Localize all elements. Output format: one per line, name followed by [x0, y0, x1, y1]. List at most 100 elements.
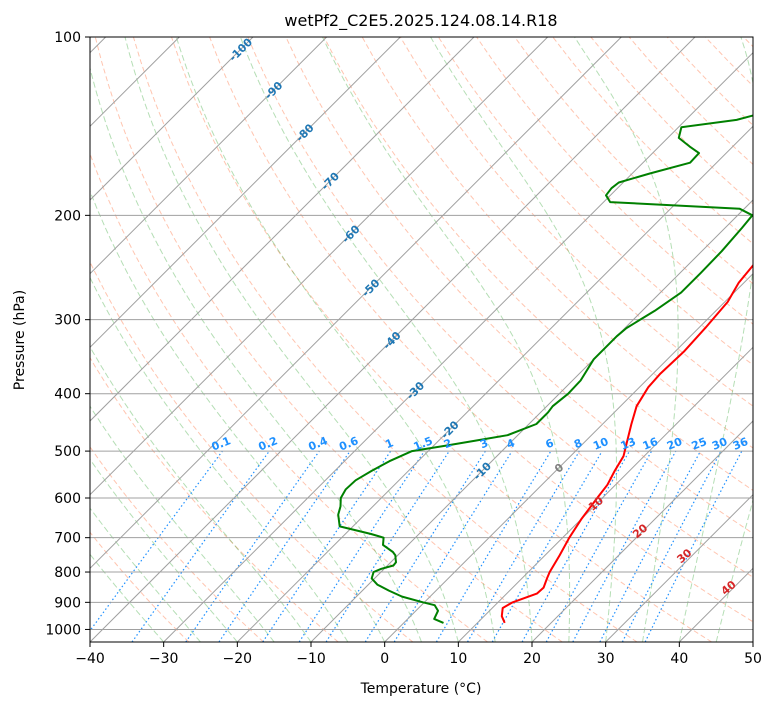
isotherm-line — [90, 37, 696, 642]
dry-adiabat — [399, 37, 753, 407]
dry-adiabats — [90, 37, 753, 642]
dry-adiabat — [90, 356, 339, 642]
moist-adiabat — [678, 37, 753, 642]
dry-adiabat — [437, 37, 753, 366]
moist-adiabat — [322, 37, 571, 642]
isotherm-line — [531, 420, 753, 642]
moist-adiabat — [574, 37, 679, 642]
y-tick-label: 1000 — [45, 622, 81, 638]
mixing-ratio-line — [298, 450, 425, 642]
chart-title: wetPf2_C2E5.2025.124.08.14.R18 — [284, 11, 557, 31]
moist-adiabat — [90, 276, 349, 642]
mixing-ratio-line — [218, 450, 351, 642]
mixing-ratio-label: 25 — [690, 435, 709, 453]
x-tick-label: 20 — [523, 651, 541, 667]
mixing-ratio-label: 1 — [383, 436, 395, 451]
mixing-ratio-line — [262, 450, 392, 642]
dry-adiabat — [90, 531, 190, 642]
x-tick-label: 10 — [449, 651, 467, 667]
series-line-green — [337, 114, 753, 624]
isotherm-line — [90, 37, 401, 349]
mixing-ratio-label: 8 — [572, 436, 584, 451]
x-axis-label: Temperature (°C) — [360, 681, 482, 697]
dry-adiabat — [361, 37, 753, 449]
isotherm-line — [90, 37, 549, 496]
moist-adiabat — [430, 37, 617, 642]
mixing-ratio-line — [131, 450, 270, 642]
isotherm-line — [605, 493, 753, 642]
dry-adiabat — [209, 37, 753, 623]
dry-adiabat — [90, 446, 264, 642]
moist-adiabat — [90, 405, 275, 642]
moist-adiabat — [175, 37, 496, 642]
mixing-ratio-line — [393, 450, 513, 642]
moist-adiabat — [239, 37, 533, 642]
mixing-ratio-label: 30 — [710, 435, 729, 453]
mixing-ratio-line — [521, 450, 631, 642]
mixing-ratio-label: 20 — [665, 435, 684, 453]
y-tick-label: 400 — [54, 387, 81, 403]
mixing-ratio-line — [572, 450, 677, 642]
mixing-ratio-label: 10 — [591, 435, 610, 453]
y-tick-label: 700 — [54, 531, 81, 547]
y-axis-ticks: 100 200 300 400 500 600 700 800 900 1000 — [45, 30, 90, 638]
mixing-ratio-line — [325, 450, 450, 642]
isotherm-line — [457, 346, 753, 642]
mixing-ratio-label: 13 — [619, 435, 638, 453]
y-tick-label: 900 — [54, 595, 81, 611]
dry-adiabat — [247, 37, 753, 578]
moist-adiabat — [90, 65, 422, 642]
moist-adiabat — [90, 507, 201, 642]
x-tick-label: 50 — [744, 651, 762, 667]
mixing-ratio-label: 16 — [641, 435, 660, 453]
x-tick-label: 30 — [597, 651, 615, 667]
y-tick-label: 300 — [54, 313, 81, 329]
dry-adiabat — [171, 37, 712, 642]
isotherm-line — [90, 37, 622, 570]
dry-adiabat — [323, 37, 753, 491]
y-tick-label: 600 — [54, 491, 81, 507]
mixing-ratio-line — [644, 450, 743, 642]
dry-adiabat — [514, 37, 753, 285]
moist-adiabat — [90, 458, 238, 642]
x-tick-label: 0 — [380, 651, 389, 667]
mixing-ratio-line — [90, 450, 223, 632]
mixing-ratio-lines — [90, 450, 743, 642]
moist-adiabat — [90, 345, 312, 642]
x-tick-label: 40 — [670, 651, 688, 667]
mixing-ratio-label: 3 — [478, 436, 490, 451]
mixing-ratio-label: 2 — [442, 436, 454, 451]
x-tick-label: −40 — [75, 651, 105, 667]
moist-adiabat — [124, 37, 459, 642]
plot-frame — [89, 36, 754, 643]
x-tick-label: −10 — [296, 651, 326, 667]
dry-adiabat — [90, 152, 488, 642]
dry-adiabat — [285, 37, 753, 535]
mixing-ratio-line — [185, 450, 320, 642]
moist-adiabats — [90, 37, 753, 642]
moist-adiabat — [90, 553, 165, 642]
isotherm-line — [90, 37, 475, 422]
moist-adiabat — [90, 189, 386, 642]
x-tick-label: −30 — [149, 651, 179, 667]
y-tick-label: 800 — [54, 565, 81, 581]
x-axis-ticks: −40 −30 −20 −10 0 10 20 30 40 50 — [75, 642, 762, 667]
y-tick-label: 200 — [54, 208, 81, 224]
isotherm-line — [236, 125, 753, 642]
isobar-grid — [90, 37, 753, 630]
y-tick-label: 100 — [54, 30, 81, 46]
mixing-ratio-label: 36 — [731, 435, 750, 453]
series-line-red — [500, 263, 753, 624]
isotherm-line — [90, 37, 254, 201]
isotherm-line — [384, 272, 753, 642]
y-axis-label: Pressure (hPa) — [12, 290, 28, 390]
series-layer — [337, 114, 753, 624]
dry-adiabat — [132, 37, 638, 642]
isotherm-line — [90, 37, 328, 275]
isotherm-line — [163, 51, 753, 642]
mixing-ratio-line — [545, 450, 653, 642]
y-tick-label: 500 — [54, 444, 81, 460]
dry-adiabat — [94, 37, 563, 642]
x-tick-label: −20 — [223, 651, 253, 667]
